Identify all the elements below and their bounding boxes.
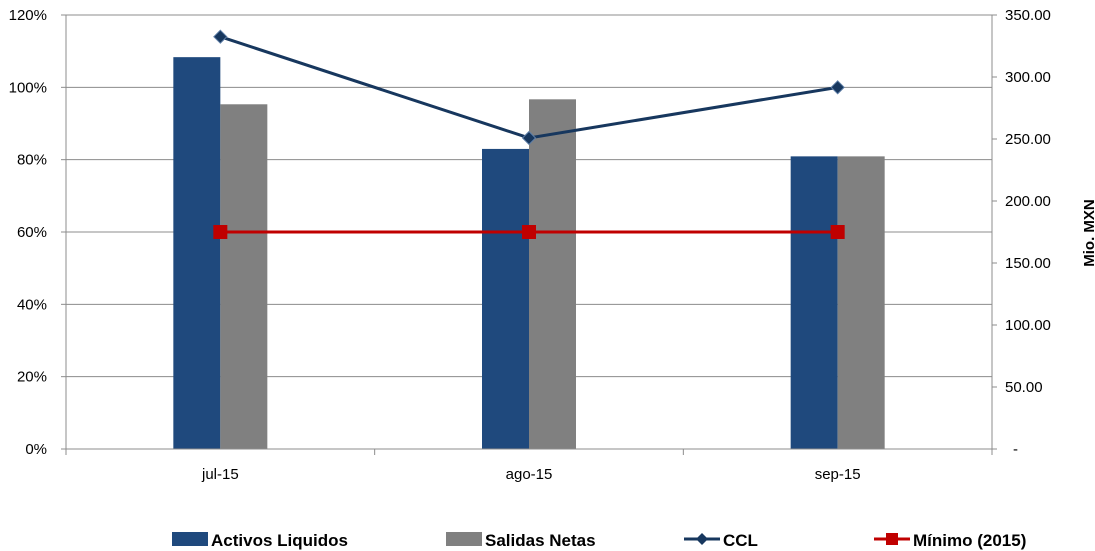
legend-swatch-salidas-netas — [446, 532, 482, 546]
right-tick-label: 300.00 — [1005, 69, 1051, 86]
right-tick-label: - — [1013, 441, 1018, 458]
right-tick-label: 50.00 — [1005, 379, 1043, 396]
bar-activos-liquidos-jul-15 — [173, 57, 221, 449]
marker-ccl-ago-15 — [521, 130, 537, 146]
x-tick-label: sep-15 — [815, 466, 861, 483]
bar-salidas-netas-ago-15 — [529, 99, 576, 449]
bar-salidas-netas-jul-15 — [220, 104, 268, 449]
axes — [61, 14, 997, 455]
right-axis-ticks: - 50.00 100.00 150.00 200.00 250.00 300.00 350.… — [1005, 7, 1051, 458]
bar-activos-liquidos-ago-15 — [482, 148, 529, 450]
legend: Activos Liquidos Salidas Netas CCL Mínimo (… — [172, 531, 1026, 550]
left-tick-label: 100% — [9, 79, 47, 96]
right-tick-label: 100.00 — [1005, 317, 1051, 334]
right-axis-label: Mio. MXN — [1081, 199, 1095, 267]
legend-label-m-nimo-2015: Mínimo (2015) — [913, 531, 1026, 550]
right-tick-label: 250.00 — [1005, 131, 1051, 148]
left-tick-label: 120% — [9, 7, 47, 24]
legend-marker-m-nimo-2015 — [886, 533, 898, 545]
left-tick-label: 60% — [17, 224, 47, 241]
marker-ccl-jul-15 — [213, 29, 228, 44]
x-tick-label: ago-15 — [506, 466, 553, 483]
left-tick-label: 40% — [17, 296, 47, 313]
left-tick-label: 20% — [17, 369, 47, 386]
left-tick-label: 0% — [25, 441, 47, 458]
marker-ccl-sep-15 — [830, 80, 845, 95]
legend-label-activos-liquidos: Activos Liquidos — [211, 531, 348, 550]
bar-salidas-netas-sep-15 — [837, 156, 885, 450]
line-series — [213, 29, 845, 239]
legend-label-salidas-netas: Salidas Netas — [485, 531, 596, 550]
legend-label-ccl: CCL — [723, 531, 758, 550]
right-tick-label: 350.00 — [1005, 7, 1051, 24]
bar-series — [173, 57, 885, 450]
left-axis-ticks: 0% 20% 40% 60% 80% 100% 120% — [9, 7, 47, 458]
legend-swatch-activos-liquidos — [172, 532, 208, 546]
x-tick-label: jul-15 — [201, 466, 239, 483]
x-axis-ticks: jul-15 ago-15 sep-15 — [201, 466, 861, 483]
right-tick-label: 200.00 — [1005, 193, 1051, 210]
right-tick-label: 150.00 — [1005, 255, 1051, 272]
marker-m-nimo-2015-sep-15 — [830, 225, 845, 239]
marker-m-nimo-2015-jul-15 — [213, 225, 228, 239]
bar-activos-liquidos-sep-15 — [790, 156, 838, 450]
legend-marker-ccl — [696, 533, 708, 545]
marker-m-nimo-2015-ago-15 — [522, 225, 536, 239]
left-tick-label: 80% — [17, 152, 47, 169]
